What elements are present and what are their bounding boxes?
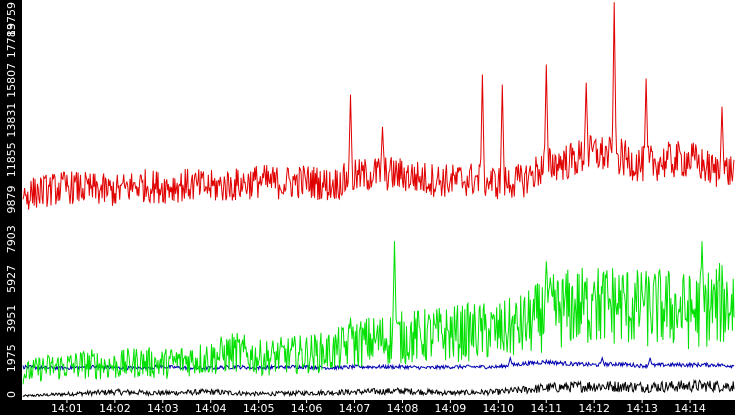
series-line-black [22, 378, 735, 398]
x-tick-label: 14:02 [99, 402, 131, 415]
y-tick-label: 5927 [5, 265, 18, 293]
y-tick-labels: 0 1975 3951 5927 7903 9879 11855 13831 15807 1778… [5, 2, 18, 398]
x-tick-label: 14:08 [387, 402, 419, 415]
x-tick-label: 14:11 [530, 402, 562, 415]
y-tick-label: 3951 [5, 305, 18, 333]
y-tick-label: 9879 [5, 186, 18, 214]
y-tick-label: 11855 [5, 142, 18, 177]
x-tick-label: 14:14 [674, 402, 706, 415]
x-axis-bar [0, 400, 735, 415]
x-tick-label: 14:06 [291, 402, 323, 415]
x-tick-labels: 14:01 14:02 14:03 14:04 14:05 14:06 14:07 14:08… [51, 400, 706, 415]
x-tick-label: 14:05 [243, 402, 275, 415]
y-tick-label: 15807 [5, 63, 18, 98]
x-tick-label: 14:12 [578, 402, 610, 415]
y-tick-label: 1975 [5, 344, 18, 372]
x-tick-label: 14:04 [195, 402, 227, 415]
y-tick-label: 13831 [5, 103, 18, 138]
y-tick-label: 0 [5, 391, 18, 398]
y-tick-label: 17783 [5, 23, 18, 58]
x-tick-label: 14:01 [51, 402, 83, 415]
x-tick-label: 14:09 [435, 402, 467, 415]
y-axis-bar [0, 0, 22, 415]
y-tick-label: 7903 [5, 225, 18, 253]
series-layer [22, 2, 735, 398]
x-tick-label: 14:03 [147, 402, 179, 415]
series-line-green [22, 241, 735, 385]
x-tick-label: 14:07 [339, 402, 371, 415]
y-tick-label: 19759 [5, 2, 18, 37]
series-line-red [22, 2, 735, 210]
x-tick-label: 14:13 [626, 402, 658, 415]
series-line-blue [22, 355, 735, 372]
x-tick-label: 14:10 [482, 402, 514, 415]
